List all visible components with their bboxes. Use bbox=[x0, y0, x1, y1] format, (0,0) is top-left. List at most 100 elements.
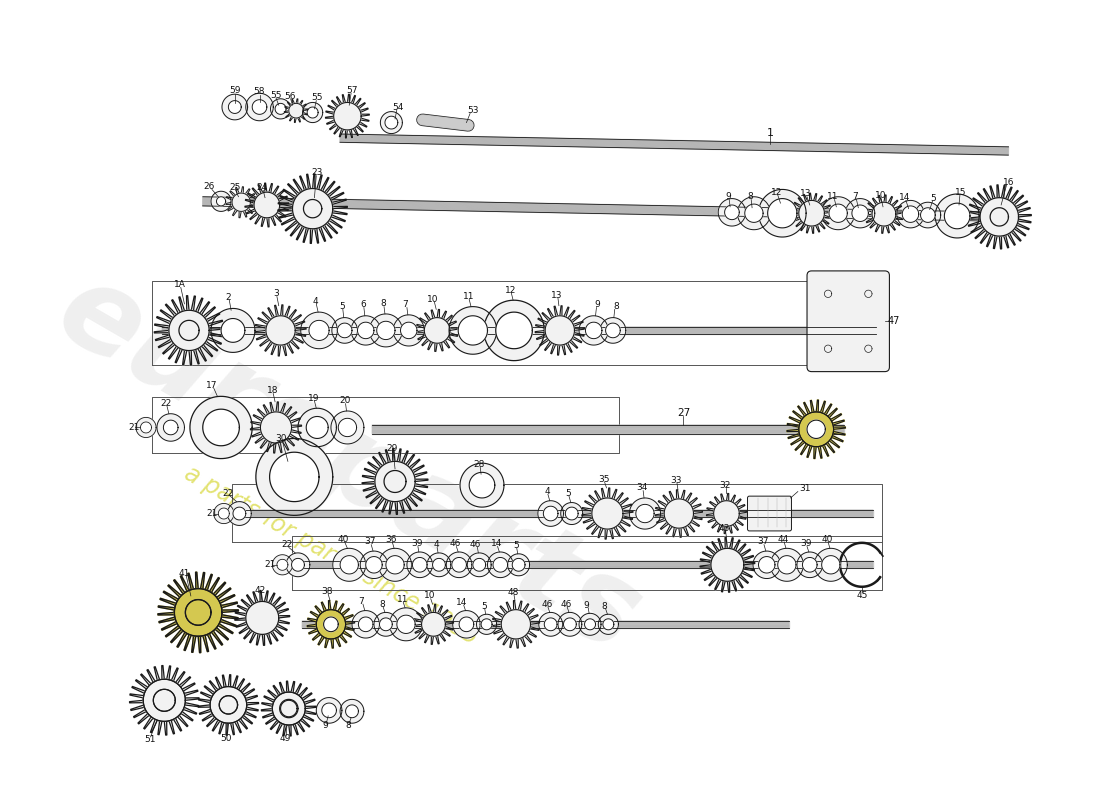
Polygon shape bbox=[421, 613, 446, 636]
Polygon shape bbox=[496, 312, 532, 349]
Polygon shape bbox=[603, 619, 614, 630]
Polygon shape bbox=[792, 193, 832, 234]
Polygon shape bbox=[980, 198, 1019, 236]
Polygon shape bbox=[279, 699, 298, 718]
Polygon shape bbox=[217, 197, 226, 206]
Text: 21: 21 bbox=[129, 423, 140, 432]
Polygon shape bbox=[345, 705, 359, 718]
Polygon shape bbox=[585, 322, 602, 338]
Polygon shape bbox=[706, 494, 747, 534]
Text: 46: 46 bbox=[470, 540, 482, 549]
Polygon shape bbox=[169, 310, 209, 350]
Polygon shape bbox=[286, 553, 310, 577]
Text: 8: 8 bbox=[379, 600, 385, 609]
Polygon shape bbox=[359, 617, 373, 632]
Polygon shape bbox=[211, 191, 231, 211]
Polygon shape bbox=[851, 205, 868, 222]
Polygon shape bbox=[582, 488, 632, 539]
Polygon shape bbox=[360, 551, 387, 578]
Polygon shape bbox=[275, 103, 286, 114]
Text: 9: 9 bbox=[583, 601, 590, 610]
Text: 46: 46 bbox=[561, 600, 572, 609]
Polygon shape bbox=[565, 507, 579, 520]
Polygon shape bbox=[865, 345, 872, 352]
Polygon shape bbox=[358, 322, 374, 338]
Polygon shape bbox=[277, 559, 288, 570]
Polygon shape bbox=[273, 692, 306, 725]
Polygon shape bbox=[304, 199, 322, 218]
Text: 55: 55 bbox=[311, 94, 323, 102]
Text: 39: 39 bbox=[411, 539, 422, 548]
Text: 55: 55 bbox=[271, 90, 282, 100]
Text: 39: 39 bbox=[801, 539, 812, 548]
Polygon shape bbox=[714, 501, 739, 526]
Text: 36: 36 bbox=[386, 534, 397, 544]
Polygon shape bbox=[372, 425, 844, 434]
Polygon shape bbox=[601, 318, 626, 343]
Polygon shape bbox=[407, 552, 432, 578]
Polygon shape bbox=[211, 309, 255, 352]
Polygon shape bbox=[470, 472, 495, 498]
Text: 4: 4 bbox=[433, 540, 439, 549]
Text: 17: 17 bbox=[206, 381, 218, 390]
Text: 43: 43 bbox=[719, 524, 730, 533]
Polygon shape bbox=[158, 572, 239, 653]
Polygon shape bbox=[592, 498, 623, 529]
Text: 46: 46 bbox=[541, 600, 552, 609]
Polygon shape bbox=[157, 414, 185, 441]
Polygon shape bbox=[967, 185, 1032, 249]
Text: 9: 9 bbox=[594, 300, 601, 310]
Text: 22: 22 bbox=[282, 540, 293, 549]
Text: 24: 24 bbox=[256, 183, 268, 192]
Polygon shape bbox=[754, 551, 781, 578]
Text: 30: 30 bbox=[275, 434, 286, 443]
Text: 59: 59 bbox=[229, 86, 241, 95]
Polygon shape bbox=[656, 490, 703, 538]
Polygon shape bbox=[261, 412, 292, 443]
Polygon shape bbox=[902, 206, 918, 222]
Polygon shape bbox=[273, 692, 306, 725]
Text: 9: 9 bbox=[725, 192, 732, 202]
Polygon shape bbox=[221, 318, 245, 342]
Text: 12: 12 bbox=[771, 188, 782, 197]
Polygon shape bbox=[164, 420, 178, 434]
Text: 12: 12 bbox=[505, 286, 516, 294]
Polygon shape bbox=[175, 589, 222, 636]
Polygon shape bbox=[245, 94, 273, 121]
Polygon shape bbox=[226, 186, 256, 218]
Text: 7: 7 bbox=[359, 597, 364, 606]
Polygon shape bbox=[397, 615, 415, 634]
Text: 40: 40 bbox=[337, 534, 349, 544]
Polygon shape bbox=[872, 202, 895, 226]
Text: 27: 27 bbox=[676, 408, 690, 418]
Polygon shape bbox=[153, 690, 175, 711]
Polygon shape bbox=[484, 300, 544, 361]
Polygon shape bbox=[370, 314, 403, 347]
Polygon shape bbox=[814, 548, 847, 582]
Text: 42: 42 bbox=[255, 586, 266, 595]
Polygon shape bbox=[202, 409, 240, 446]
Polygon shape bbox=[449, 306, 496, 354]
Polygon shape bbox=[481, 619, 492, 630]
FancyBboxPatch shape bbox=[807, 271, 890, 372]
Polygon shape bbox=[219, 696, 238, 714]
Polygon shape bbox=[233, 507, 245, 520]
Polygon shape bbox=[332, 318, 358, 343]
Polygon shape bbox=[385, 116, 398, 129]
Text: 26: 26 bbox=[204, 182, 214, 191]
Text: 2: 2 bbox=[226, 293, 231, 302]
Text: 19: 19 bbox=[308, 394, 319, 402]
Polygon shape bbox=[824, 345, 832, 352]
Polygon shape bbox=[186, 599, 211, 626]
Polygon shape bbox=[340, 556, 359, 574]
Polygon shape bbox=[331, 411, 364, 444]
Polygon shape bbox=[412, 558, 427, 572]
Polygon shape bbox=[338, 323, 352, 338]
Polygon shape bbox=[584, 619, 595, 630]
Polygon shape bbox=[384, 470, 406, 493]
Text: 54: 54 bbox=[392, 102, 404, 111]
Polygon shape bbox=[579, 316, 608, 345]
Polygon shape bbox=[266, 316, 295, 345]
Polygon shape bbox=[190, 396, 252, 458]
Polygon shape bbox=[759, 190, 806, 237]
